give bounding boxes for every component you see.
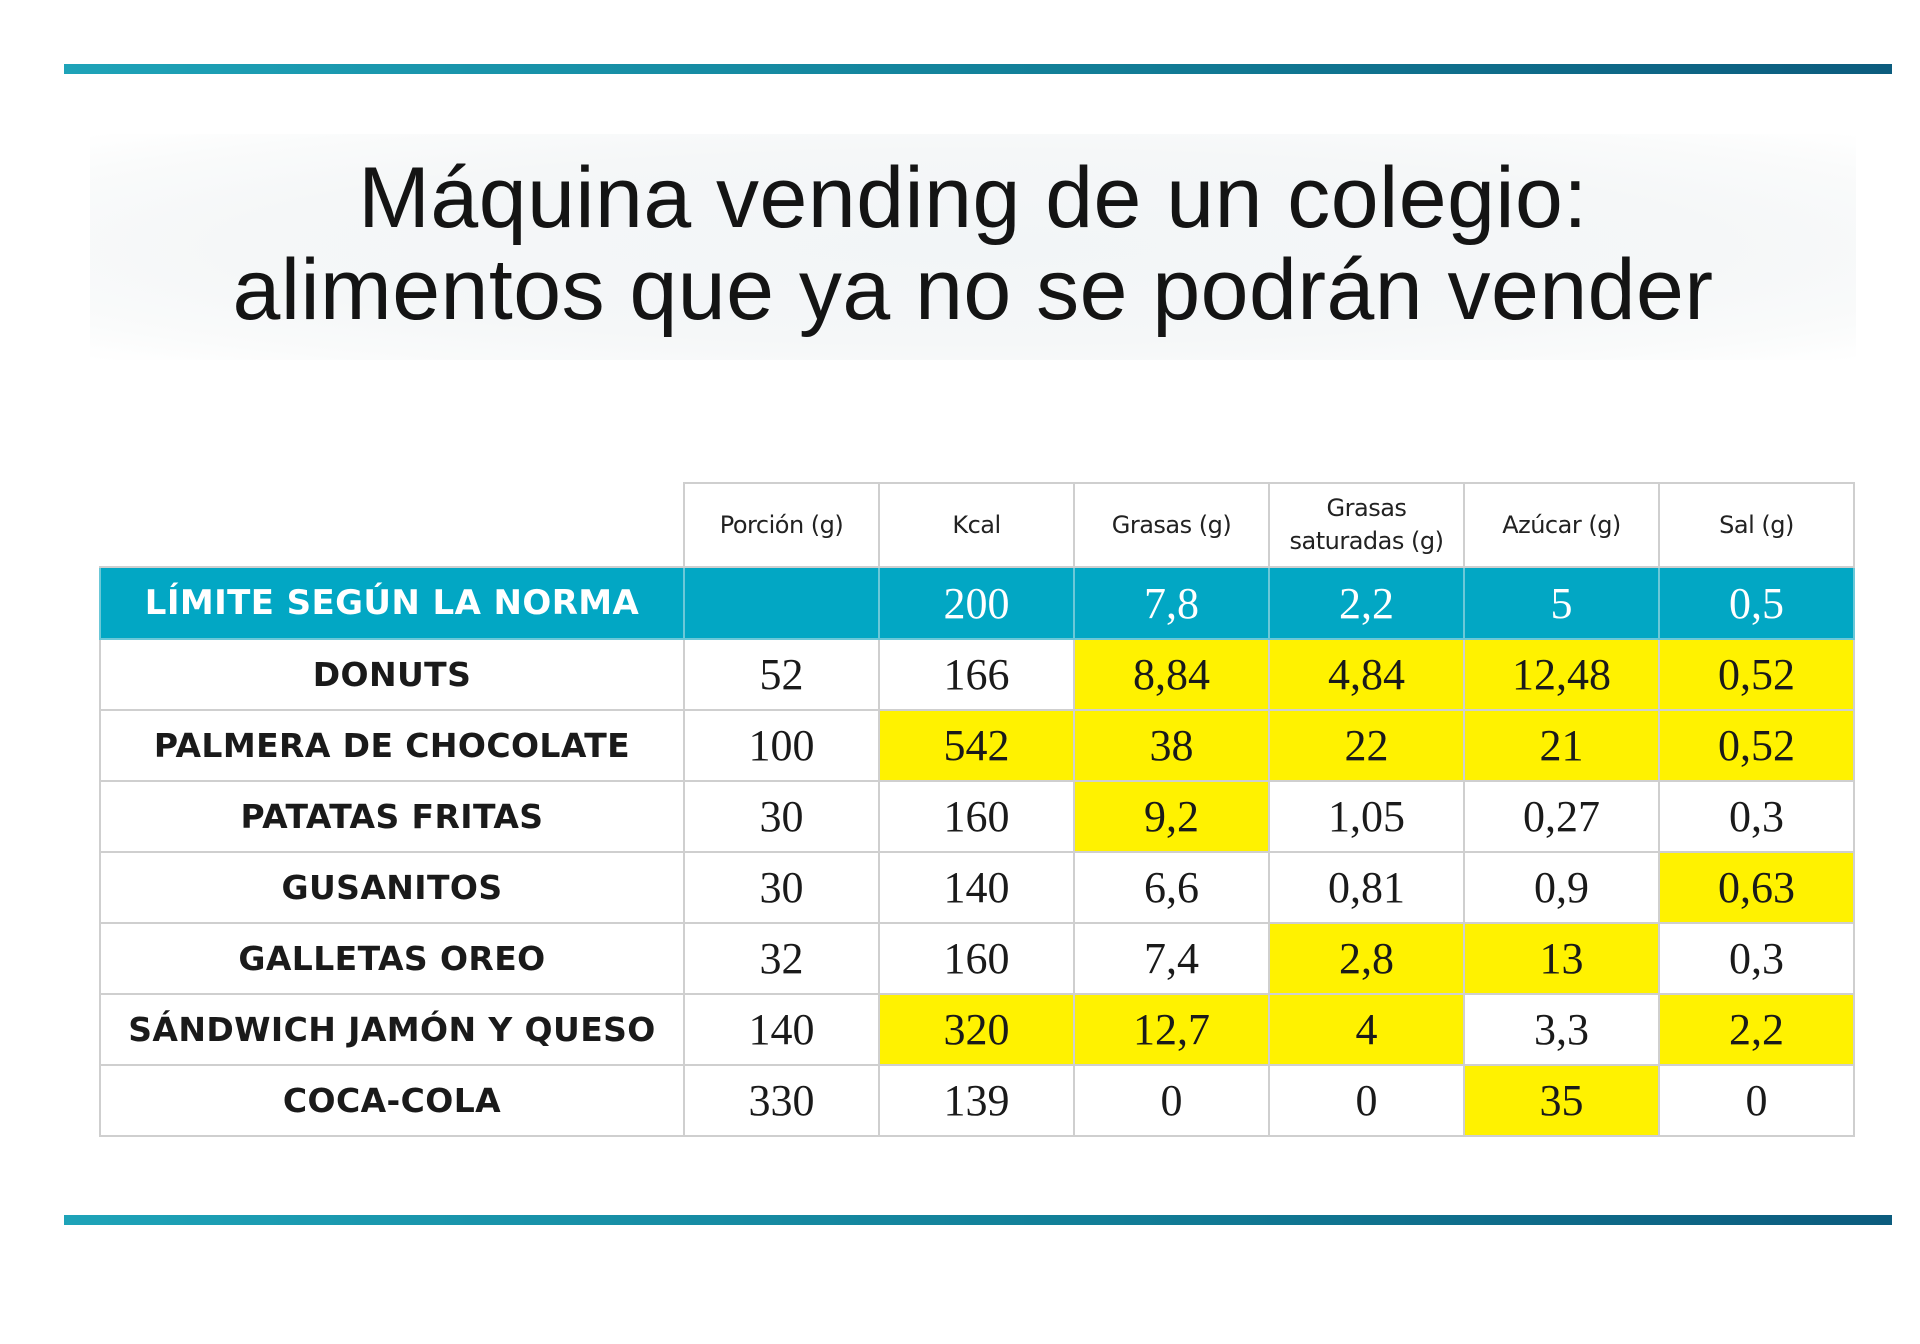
value-cell: 3,3	[1463, 993, 1660, 1066]
value-cell: 0,81	[1268, 851, 1465, 924]
value-cell: 0,27	[1463, 780, 1660, 853]
column-header-line: Grasas	[1326, 494, 1407, 522]
exceeding-value-cell: 9,2	[1073, 780, 1270, 853]
column-header: Kcal	[878, 482, 1075, 568]
value-cell: 166	[878, 638, 1075, 711]
value-cell: 0	[1268, 1064, 1465, 1137]
value-cell: 140	[683, 993, 880, 1066]
column-header-line: Porción (g)	[719, 510, 844, 539]
value-cell: 32	[683, 922, 880, 995]
bottom-rule	[64, 1215, 1892, 1225]
limit-value: 5	[1463, 566, 1660, 640]
title-line-2: alimentos que ya no se podrán vender	[232, 242, 1714, 338]
column-header-line: Azúcar (g)	[1502, 510, 1621, 539]
value-cell: 0	[1658, 1064, 1855, 1137]
value-cell: 30	[683, 780, 880, 853]
exceeding-value-cell: 21	[1463, 709, 1660, 782]
exceeding-value-cell: 12,48	[1463, 638, 1660, 711]
limit-value: 200	[878, 566, 1075, 640]
column-header-label: Porción (g)	[685, 509, 878, 542]
value-cell: 140	[878, 851, 1075, 924]
limit-label: LÍMITE SEGÚN LA NORMA	[99, 566, 685, 640]
value-cell: 0,3	[1658, 922, 1855, 995]
value-cell: 0,3	[1658, 780, 1855, 853]
table-row: GALLETAS OREO 32 160 7,4 2,8 13 0,3	[99, 922, 1855, 995]
exceeding-value-cell: 542	[878, 709, 1075, 782]
title-line-1: Máquina vending de un colegio:	[358, 150, 1588, 246]
value-cell: 330	[683, 1064, 880, 1137]
top-rule	[64, 64, 1892, 74]
limit-value: 0,5	[1658, 566, 1855, 640]
title-band	[90, 134, 1856, 360]
exceeding-value-cell: 12,7	[1073, 993, 1270, 1066]
limit-value: 7,8	[1073, 566, 1270, 640]
exceeding-value-cell: 4	[1268, 993, 1465, 1066]
row-name: PATATAS FRITAS	[99, 780, 685, 853]
row-name: COCA-COLA	[99, 1064, 685, 1137]
exceeding-value-cell: 4,84	[1268, 638, 1465, 711]
column-header: Azúcar (g)	[1463, 482, 1660, 568]
exceeding-value-cell: 0,52	[1658, 709, 1855, 782]
table-row: GUSANITOS 30 140 6,6 0,81 0,9 0,63	[99, 851, 1855, 924]
value-cell: 52	[683, 638, 880, 711]
value-cell: 100	[683, 709, 880, 782]
exceeding-value-cell: 22	[1268, 709, 1465, 782]
value-cell: 6,6	[1073, 851, 1270, 924]
exceeding-value-cell: 0,63	[1658, 851, 1855, 924]
row-name: GUSANITOS	[99, 851, 685, 924]
value-cell: 30	[683, 851, 880, 924]
column-header-line: Kcal	[952, 510, 1001, 539]
header-row: Porción (g) Kcal Grasas (g) Grasas saturadas…	[99, 482, 1855, 568]
exceeding-value-cell: 35	[1463, 1064, 1660, 1137]
column-header-line: saturadas (g)	[1289, 527, 1444, 555]
exceeding-value-cell: 8,84	[1073, 638, 1270, 711]
row-name: PALMERA DE CHOCOLATE	[99, 709, 685, 782]
column-header: Sal (g)	[1658, 482, 1855, 568]
page-title: Máquina vending de un colegio: alimentos…	[90, 152, 1856, 336]
column-header: Grasas saturadas (g)	[1268, 482, 1465, 568]
exceeding-value-cell: 38	[1073, 709, 1270, 782]
value-cell: 160	[878, 780, 1075, 853]
table-row: PATATAS FRITAS 30 160 9,2 1,05 0,27 0,3	[99, 780, 1855, 853]
column-header-label: Azúcar (g)	[1465, 509, 1658, 542]
row-name: GALLETAS OREO	[99, 922, 685, 995]
exceeding-value-cell: 320	[878, 993, 1075, 1066]
row-name: DONUTS	[99, 638, 685, 711]
column-header-line: Sal (g)	[1719, 510, 1794, 539]
column-header: Grasas (g)	[1073, 482, 1270, 568]
exceeding-value-cell: 13	[1463, 922, 1660, 995]
value-cell: 1,05	[1268, 780, 1465, 853]
value-cell: 160	[878, 922, 1075, 995]
row-name: SÁNDWICH JAMÓN Y QUESO	[99, 993, 685, 1066]
column-header-label: Grasas saturadas (g)	[1270, 492, 1463, 558]
header-corner	[99, 482, 685, 568]
column-header-label: Kcal	[880, 509, 1073, 542]
table-row: SÁNDWICH JAMÓN Y QUESO 140 320 12,7 4 3,3 2,2	[99, 993, 1855, 1066]
column-header-label: Sal (g)	[1660, 509, 1853, 542]
exceeding-value-cell: 2,8	[1268, 922, 1465, 995]
value-cell: 0	[1073, 1064, 1270, 1137]
table-row: COCA-COLA 330 139 0 0 35 0	[99, 1064, 1855, 1137]
column-header: Porción (g)	[683, 482, 880, 568]
limit-value: 2,2	[1268, 566, 1465, 640]
nutrition-table: Porción (g) Kcal Grasas (g) Grasas saturadas…	[99, 482, 1855, 1137]
value-cell: 7,4	[1073, 922, 1270, 995]
limit-row: LÍMITE SEGÚN LA NORMA 200 7,8 2,2 5 0,5	[99, 566, 1855, 640]
exceeding-value-cell: 2,2	[1658, 993, 1855, 1066]
table-row: DONUTS 52 166 8,84 4,84 12,48 0,52	[99, 638, 1855, 711]
column-header-label: Grasas (g)	[1075, 509, 1268, 542]
table-row: PALMERA DE CHOCOLATE 100 542 38 22 21 0,52	[99, 709, 1855, 782]
limit-value	[683, 566, 880, 640]
exceeding-value-cell: 0,52	[1658, 638, 1855, 711]
column-header-line: Grasas (g)	[1111, 510, 1232, 539]
value-cell: 0,9	[1463, 851, 1660, 924]
value-cell: 139	[878, 1064, 1075, 1137]
